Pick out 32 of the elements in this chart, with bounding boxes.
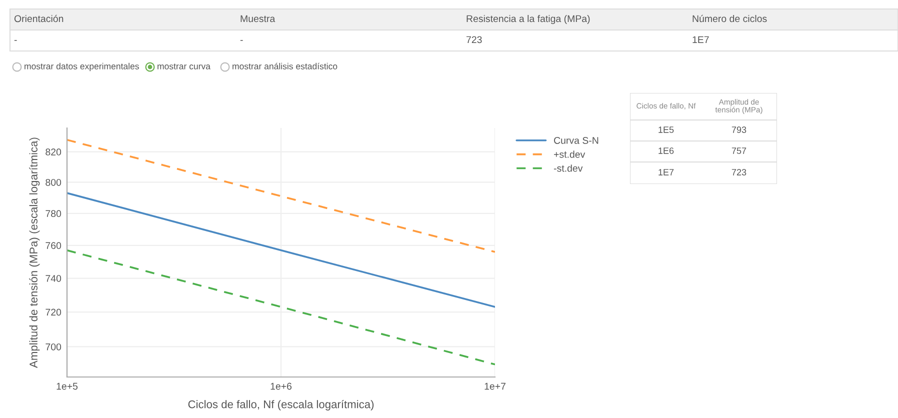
text: Orientación	[14, 14, 64, 22]
text: mostrar datos experimentales	[24, 62, 139, 72]
y-tick-label: 700	[46, 343, 62, 350]
text: 1E7	[658, 169, 674, 176]
text: mostrar curva	[158, 64, 210, 70]
x-axis-title: Ciclos de fallo, Nf (escala logarítmica)	[188, 400, 374, 410]
y-tick-label: 800	[46, 178, 62, 186]
legend-label: Curva S-N	[554, 137, 598, 144]
text: 723	[466, 36, 482, 44]
legend-label: +st.dev	[554, 150, 586, 158]
text: 793	[732, 126, 746, 133]
y-tick-label: 820	[46, 148, 62, 156]
text: mostrar análisis estadístico	[232, 62, 338, 70]
y-tick-label: 760	[46, 242, 62, 250]
text: -	[14, 40, 17, 41]
text: Número de ciclos	[692, 14, 767, 22]
x-tick-label: 1e+7	[484, 382, 506, 390]
text: 1E6	[658, 148, 674, 154]
text: 723	[732, 169, 746, 176]
text: 1E5	[658, 126, 674, 133]
text: Muestra	[240, 15, 276, 22]
y-tick-label: 720	[46, 308, 62, 316]
legend-label: -st.dev	[554, 164, 583, 172]
text: -	[240, 40, 243, 41]
y-axis-title: Amplitud de tensión (MPa) (escala logarítmica)	[29, 138, 40, 368]
y-tick-label: 780	[46, 210, 62, 218]
text: Resistencia a la fatiga (MPa)	[466, 14, 590, 24]
y-tick-label: 740	[46, 274, 62, 282]
text: 757	[732, 148, 746, 154]
text: 1E7	[692, 36, 709, 44]
x-tick-label: 1e+5	[56, 382, 78, 390]
x-tick-label: 1e+6	[270, 382, 292, 390]
